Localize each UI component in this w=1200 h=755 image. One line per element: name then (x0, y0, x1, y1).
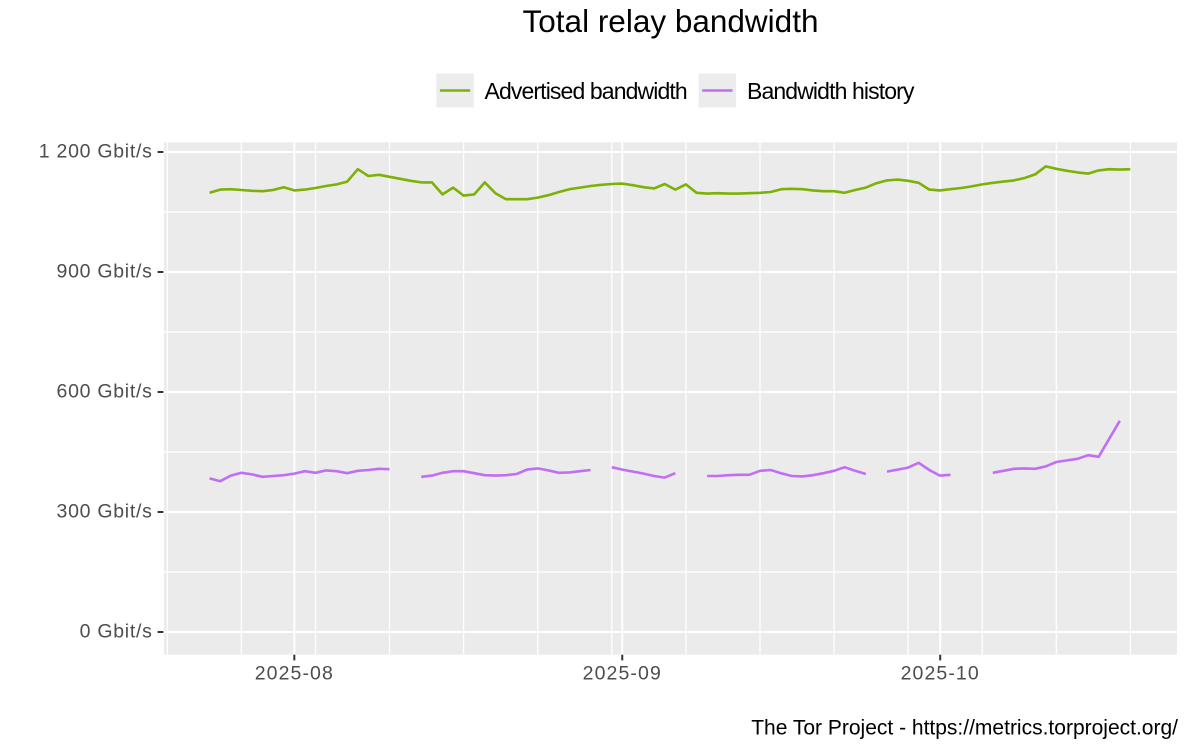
svg-text:Bandwidth history: Bandwidth history (747, 78, 915, 104)
svg-text:900 Gbit/s: 900 Gbit/s (57, 260, 153, 282)
svg-text:600 Gbit/s: 600 Gbit/s (57, 380, 153, 402)
svg-text:300 Gbit/s: 300 Gbit/s (57, 500, 153, 522)
svg-text:0 Gbit/s: 0 Gbit/s (80, 620, 153, 642)
svg-text:The Tor Project - https://metr: The Tor Project - https://metrics.torpro… (751, 717, 1178, 740)
svg-text:Advertised bandwidth: Advertised bandwidth (485, 78, 687, 104)
svg-text:1 200 Gbit/s: 1 200 Gbit/s (39, 140, 153, 162)
svg-text:2025-10: 2025-10 (901, 662, 980, 684)
svg-text:2025-08: 2025-08 (255, 662, 334, 684)
svg-text:2025-09: 2025-09 (583, 662, 662, 684)
svg-text:Total relay bandwidth: Total relay bandwidth (523, 3, 819, 39)
